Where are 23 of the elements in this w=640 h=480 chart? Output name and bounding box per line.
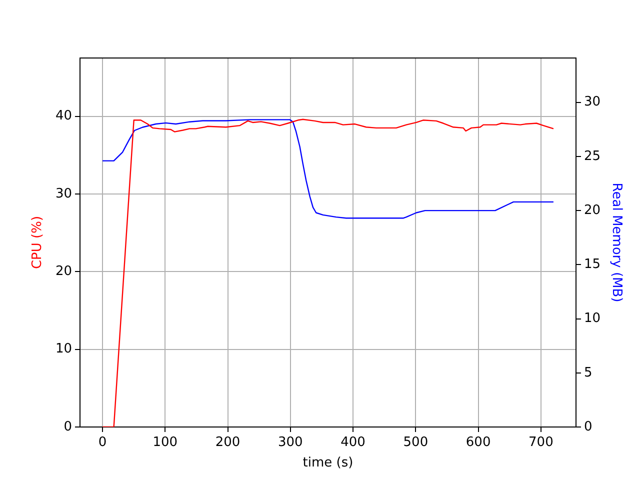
x-tick-label: 700: [528, 435, 554, 450]
x-tick-label: 500: [403, 435, 428, 450]
x-tick-label: 200: [215, 435, 240, 450]
y-tick-label: 20: [55, 264, 72, 280]
y2-tick-label: 0: [584, 419, 592, 434]
y2-axis-title: Real Memory (MB): [608, 182, 624, 302]
y2-tick-label: 5: [584, 365, 592, 380]
y2-tick-label: 30: [584, 94, 601, 110]
y-tick-label: 40: [55, 108, 72, 124]
x-tick-label: 100: [152, 435, 178, 450]
y2-tick-label: 20: [584, 202, 601, 218]
x-tick-label: 400: [340, 435, 366, 450]
y-tick-label: 0: [64, 419, 72, 434]
x-tick-label: 600: [466, 435, 491, 450]
x-axis-title: time (s): [302, 456, 354, 471]
y-tick-label: 30: [55, 186, 72, 202]
y2-tick-label: 25: [584, 148, 601, 164]
y2-tick-label: 15: [584, 257, 601, 272]
y-tick-label: 10: [55, 342, 72, 357]
x-tick-label: 300: [278, 435, 303, 450]
y-axis-title: CPU (%): [30, 216, 46, 270]
x-tick-label: 0: [98, 435, 107, 450]
y2-tick-label: 10: [584, 311, 601, 326]
